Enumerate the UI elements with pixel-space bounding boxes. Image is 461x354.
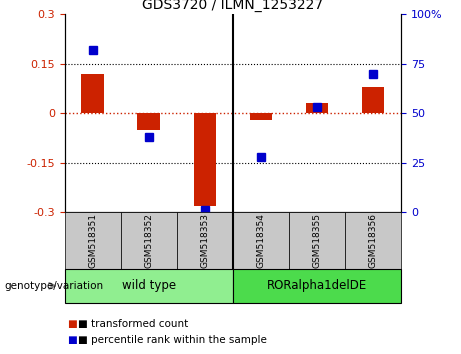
Text: wild type: wild type xyxy=(122,279,176,292)
Text: GSM518351: GSM518351 xyxy=(88,213,97,268)
Bar xyxy=(233,212,289,269)
Text: GSM518352: GSM518352 xyxy=(144,213,153,268)
Bar xyxy=(137,113,160,130)
Bar xyxy=(121,212,177,269)
Bar xyxy=(177,212,233,269)
Text: ■ percentile rank within the sample: ■ percentile rank within the sample xyxy=(78,335,267,345)
Title: GDS3720 / ILMN_1253227: GDS3720 / ILMN_1253227 xyxy=(142,0,323,12)
Text: GSM518356: GSM518356 xyxy=(368,213,378,268)
Text: GSM518354: GSM518354 xyxy=(256,213,266,268)
Bar xyxy=(306,103,328,113)
Text: RORalpha1delDE: RORalpha1delDE xyxy=(267,279,367,292)
Text: genotype/variation: genotype/variation xyxy=(5,281,104,291)
Bar xyxy=(65,269,233,303)
Bar xyxy=(65,212,121,269)
Bar xyxy=(233,269,401,303)
Bar xyxy=(289,212,345,269)
Bar xyxy=(345,212,401,269)
Text: GSM518353: GSM518353 xyxy=(200,213,209,268)
Text: ■: ■ xyxy=(67,319,77,329)
Text: GSM518355: GSM518355 xyxy=(313,213,321,268)
Bar xyxy=(362,87,384,113)
Text: ■: ■ xyxy=(67,335,77,345)
Bar xyxy=(82,74,104,113)
Bar xyxy=(194,113,216,206)
Bar xyxy=(250,113,272,120)
Text: ■ transformed count: ■ transformed count xyxy=(78,319,189,329)
